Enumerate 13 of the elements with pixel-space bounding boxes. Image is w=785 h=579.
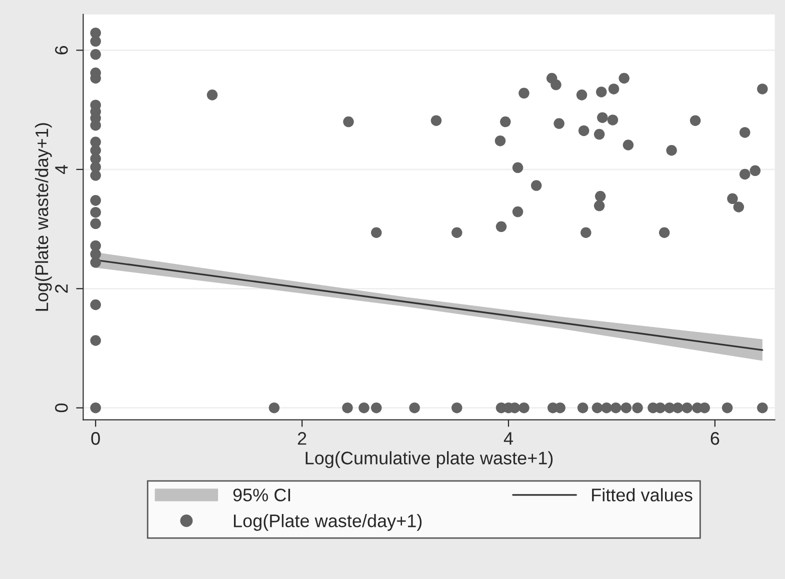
x-tick-label: 0 (91, 432, 100, 445)
x-tick-label: 6 (710, 432, 720, 445)
x-tick-label: 2 (298, 432, 306, 445)
y-tick-label: 2 (55, 284, 68, 293)
x-axis-title: Log(Cumulative plate waste+1) (306, 451, 553, 468)
legend-label: Fitted values (592, 488, 692, 502)
legend-label: 95% CI (233, 488, 290, 502)
y-tick-label: 4 (55, 164, 68, 174)
x-tick-label: 4 (504, 432, 513, 445)
y-tick-label: 6 (55, 46, 68, 54)
legend-label: Log(Plate waste/day+1) (234, 514, 422, 531)
y-axis-title: Log(Plate waste/day+1) (34, 123, 52, 311)
y-tick-label: 0 (55, 404, 68, 412)
